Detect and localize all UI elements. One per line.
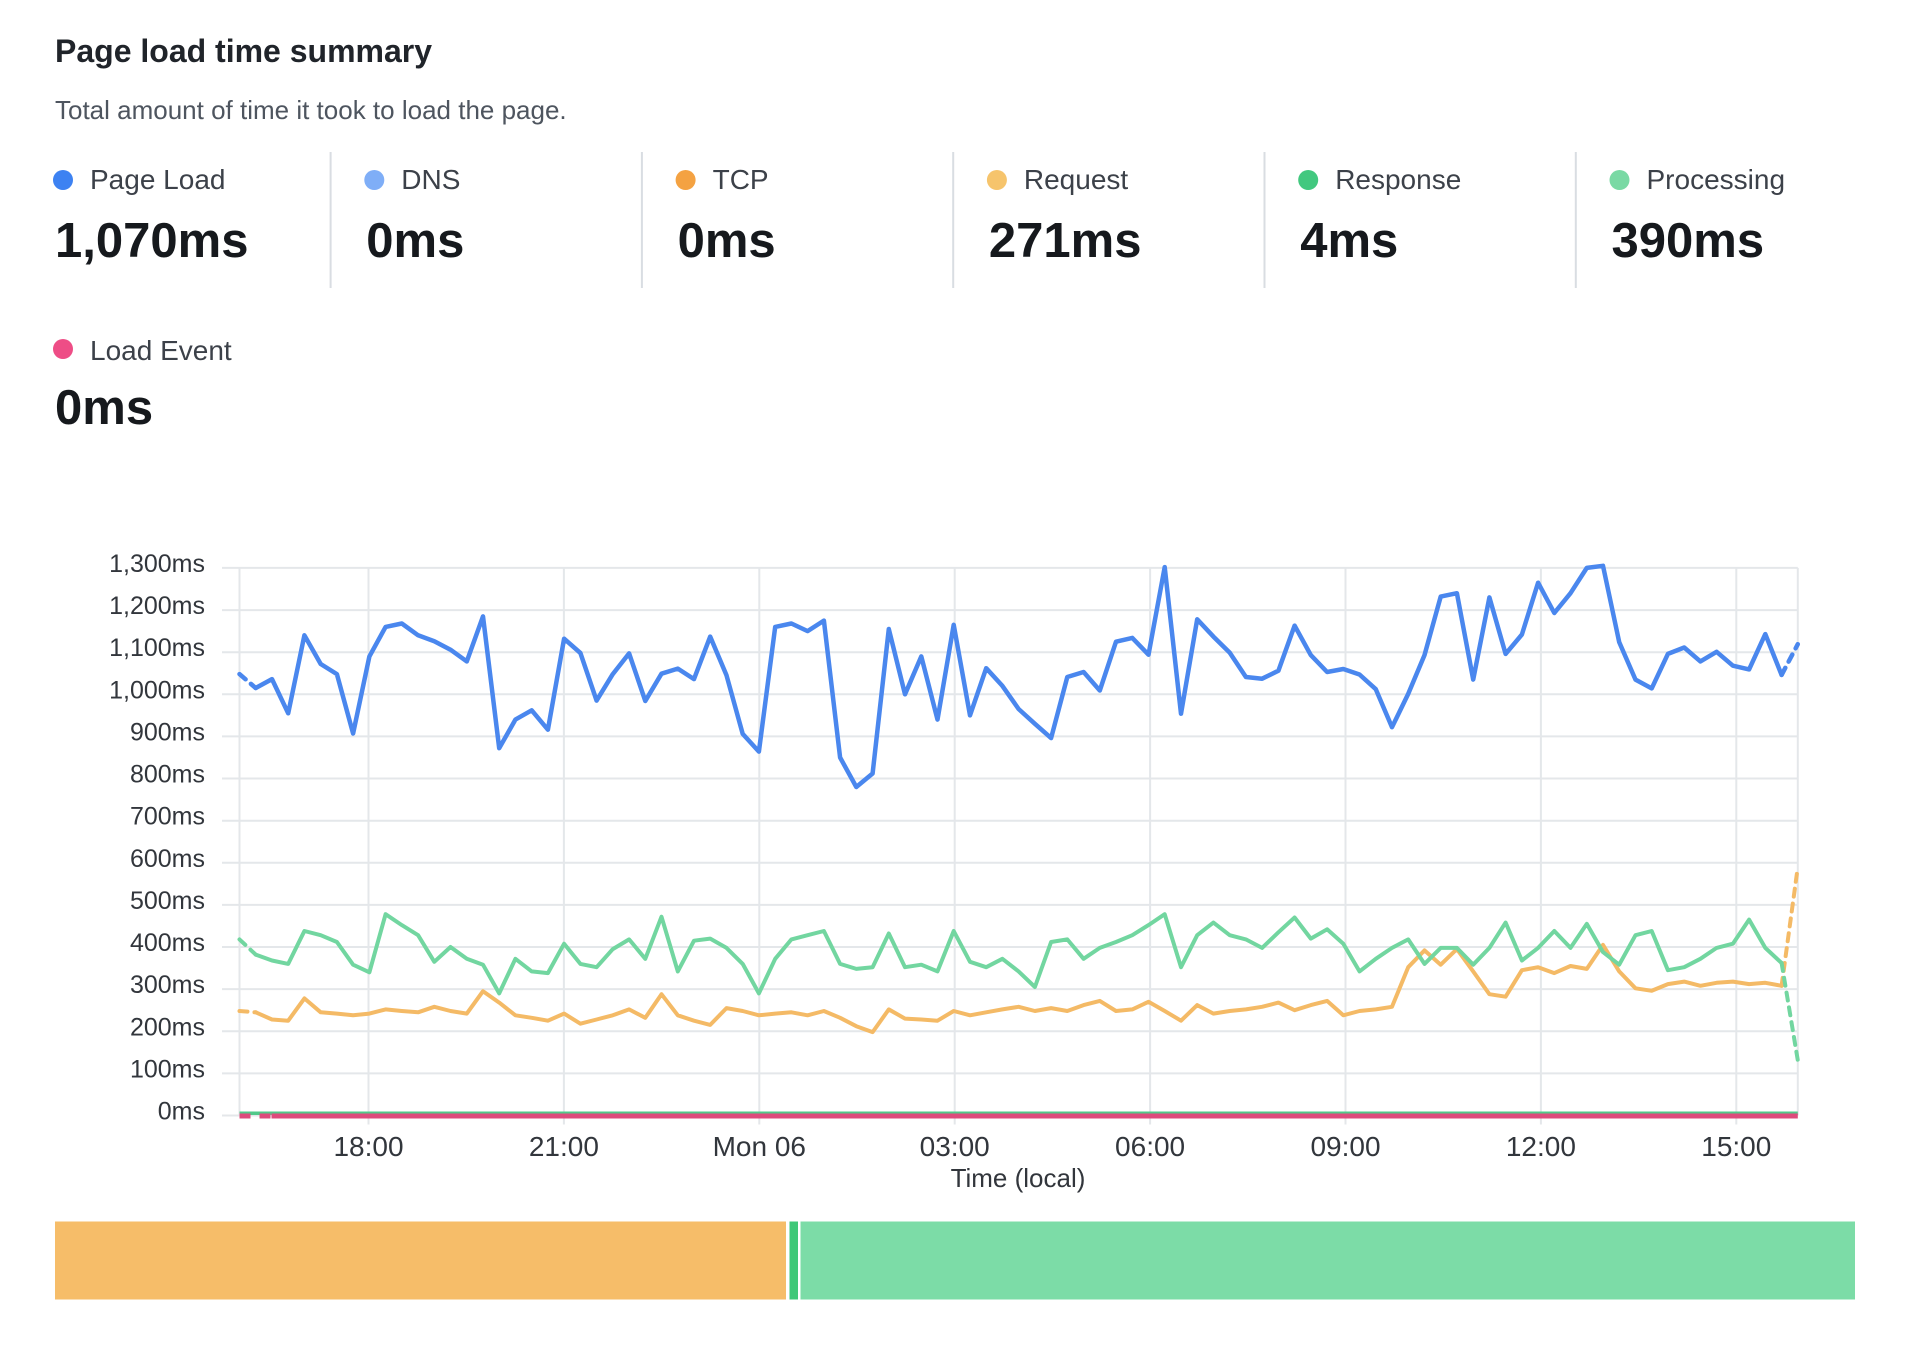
svg-text:1,100ms: 1,100ms bbox=[109, 634, 205, 662]
svg-text:09:00: 09:00 bbox=[1310, 1131, 1380, 1162]
svg-text:06:00: 06:00 bbox=[1115, 1131, 1185, 1162]
svg-text:0ms: 0ms bbox=[55, 381, 153, 435]
svg-text:03:00: 03:00 bbox=[920, 1131, 990, 1162]
svg-text:1,300ms: 1,300ms bbox=[109, 550, 205, 578]
svg-text:900ms: 900ms bbox=[130, 718, 205, 746]
svg-text:1,000ms: 1,000ms bbox=[109, 676, 205, 704]
svg-text:500ms: 500ms bbox=[130, 887, 205, 915]
svg-text:0ms: 0ms bbox=[366, 214, 464, 268]
svg-text:700ms: 700ms bbox=[130, 803, 205, 831]
svg-text:Page load time summary: Page load time summary bbox=[55, 33, 432, 69]
svg-text:1,200ms: 1,200ms bbox=[109, 592, 205, 620]
svg-text:DNS: DNS bbox=[401, 164, 460, 195]
svg-text:600ms: 600ms bbox=[130, 845, 205, 873]
svg-text:21:00: 21:00 bbox=[529, 1131, 599, 1162]
svg-text:200ms: 200ms bbox=[130, 1013, 205, 1041]
svg-text:271ms: 271ms bbox=[989, 214, 1142, 268]
svg-text:TCP: TCP bbox=[713, 164, 769, 195]
svg-text:0ms: 0ms bbox=[678, 214, 776, 268]
svg-text:12:00: 12:00 bbox=[1506, 1131, 1576, 1162]
svg-text:Total amount of time it took t: Total amount of time it took to load the… bbox=[55, 95, 567, 125]
svg-text:Mon 06: Mon 06 bbox=[713, 1131, 806, 1162]
svg-text:Load Event: Load Event bbox=[90, 335, 232, 366]
svg-text:800ms: 800ms bbox=[130, 761, 205, 789]
svg-text:400ms: 400ms bbox=[130, 929, 205, 957]
svg-text:390ms: 390ms bbox=[1612, 214, 1765, 268]
svg-text:0ms: 0ms bbox=[158, 1098, 205, 1126]
svg-text:Processing: Processing bbox=[1647, 164, 1786, 195]
svg-text:Request: Request bbox=[1024, 164, 1129, 195]
svg-text:100ms: 100ms bbox=[130, 1055, 205, 1083]
svg-text:Time (local): Time (local) bbox=[951, 1163, 1086, 1193]
svg-text:Page Load: Page Load bbox=[90, 164, 225, 195]
svg-text:Response: Response bbox=[1335, 164, 1461, 195]
svg-text:300ms: 300ms bbox=[130, 971, 205, 999]
svg-text:1,070ms: 1,070ms bbox=[55, 214, 248, 268]
svg-text:4ms: 4ms bbox=[1300, 214, 1398, 268]
svg-text:15:00: 15:00 bbox=[1701, 1131, 1771, 1162]
svg-text:18:00: 18:00 bbox=[333, 1131, 403, 1162]
